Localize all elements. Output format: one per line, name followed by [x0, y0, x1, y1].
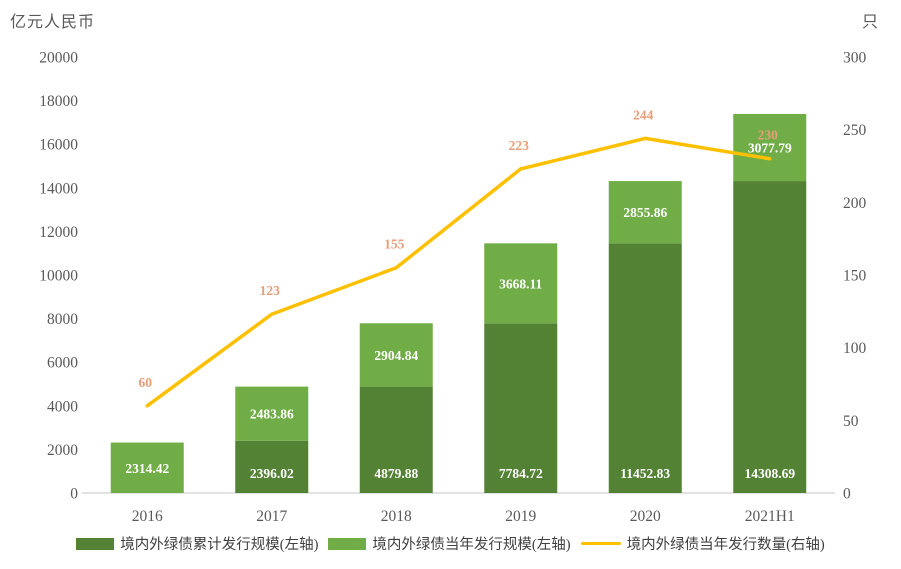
- left-axis-tick-label: 20000: [39, 50, 78, 67]
- left-axis-tick-label: 4000: [47, 398, 78, 415]
- legend-item-2: 境内外绿债当年发行数量(右轴): [580, 533, 825, 554]
- bar-segment-current-year-2017: [235, 386, 309, 441]
- right-axis-tick-label: 50: [843, 413, 859, 430]
- x-axis-category-label: 2018: [381, 508, 412, 525]
- left-axis-tick-label: 10000: [39, 268, 78, 285]
- left-axis-tick-label: 14000: [39, 180, 78, 197]
- right-axis-tick-label: 100: [843, 340, 867, 357]
- left-axis-tick-label: 16000: [39, 137, 78, 154]
- legend-line-swatch: [580, 542, 621, 545]
- bar-segment-cumulative-2017: [235, 440, 309, 493]
- legend-item-0: 境内外绿债累计发行规模(左轴): [76, 533, 318, 554]
- right-axis-tick-label: 200: [843, 195, 867, 212]
- legend-label: 境内外绿债当年发行规模(左轴): [372, 537, 571, 553]
- bar-label-current-year-2021H1: 3077.79: [748, 141, 792, 156]
- bar-label-cumulative-2021H1: 14308.69: [744, 466, 795, 481]
- x-axis-category-label: 2020: [630, 508, 661, 525]
- legend-box-swatch: [328, 537, 367, 550]
- line-label-2019: 223: [509, 138, 530, 153]
- line-label-2020: 244: [633, 107, 654, 122]
- left-axis-title: 亿元人民币: [10, 14, 96, 31]
- left-axis-tick-label: 18000: [39, 93, 78, 110]
- bar-label-cumulative-2018: 4879.88: [374, 466, 418, 481]
- legend-label: 境内外绿债累计发行规模(左轴): [120, 537, 319, 553]
- right-axis-tick-label: 150: [843, 268, 867, 285]
- right-axis-tick-label: 0: [843, 486, 851, 503]
- right-axis-title: 只: [861, 14, 879, 31]
- bar-label-current-year-2017: 2483.86: [250, 407, 294, 422]
- bar-label-current-year-2018: 2904.84: [374, 348, 418, 363]
- bar-label-cumulative-2020: 11452.83: [620, 466, 670, 481]
- bar-label-current-year-2020: 2855.86: [623, 205, 667, 220]
- bar-segment-cumulative-2020: [608, 243, 682, 493]
- bar-segment-cumulative-2021H1: [733, 181, 807, 493]
- line-label-2021H1: 230: [758, 128, 779, 143]
- left-axis-tick-label: 6000: [47, 355, 78, 372]
- bar-label-current-year-2019: 3668.11: [499, 276, 542, 291]
- line-label-2018: 155: [384, 237, 405, 252]
- legend-item-1: 境内外绿债当年发行规模(左轴): [328, 533, 571, 554]
- right-axis-tick-label: 250: [843, 122, 867, 139]
- bar-segment-current-year-2020: [608, 181, 682, 244]
- legend-box-swatch: [76, 537, 115, 550]
- left-axis-tick-label: 2000: [47, 442, 78, 459]
- line-series-count: [145, 136, 772, 408]
- chart-legend: 境内外绿债累计发行规模(左轴) 境内外绿债当年发行规模(左轴) 境内外绿债当年发行数…: [0, 533, 901, 554]
- bar-label-cumulative-2019: 7784.72: [499, 466, 543, 481]
- bar-label-cumulative-2017: 2396.02: [250, 466, 294, 481]
- bar-label-current-year-2016: 2314.42: [125, 461, 169, 476]
- legend-label: 境内外绿债当年发行数量(右轴): [626, 537, 825, 553]
- x-axis-category-label: 2016: [132, 508, 163, 525]
- x-axis-category-label: 2021H1: [745, 508, 795, 525]
- x-axis-category-label: 2019: [505, 508, 536, 525]
- bar-segment-current-year-2021H1: [733, 113, 807, 182]
- bar-segment-cumulative-2018: [359, 386, 433, 493]
- line-label-2016: 60: [139, 375, 153, 390]
- line-label-2017: 123: [260, 283, 281, 298]
- left-axis-tick-label: 12000: [39, 224, 78, 241]
- bar-segment-current-year-2018: [359, 323, 433, 387]
- left-axis-tick-label: 8000: [47, 311, 78, 328]
- right-axis-tick-label: 300: [843, 50, 867, 67]
- bar-segment-current-year-2019: [484, 243, 558, 324]
- bar-segment-cumulative-2019: [484, 323, 558, 493]
- x-axis-category-label: 2017: [256, 508, 287, 525]
- bar-segment-current-year-2016: [110, 442, 184, 493]
- left-axis-tick-label: 0: [70, 486, 78, 503]
